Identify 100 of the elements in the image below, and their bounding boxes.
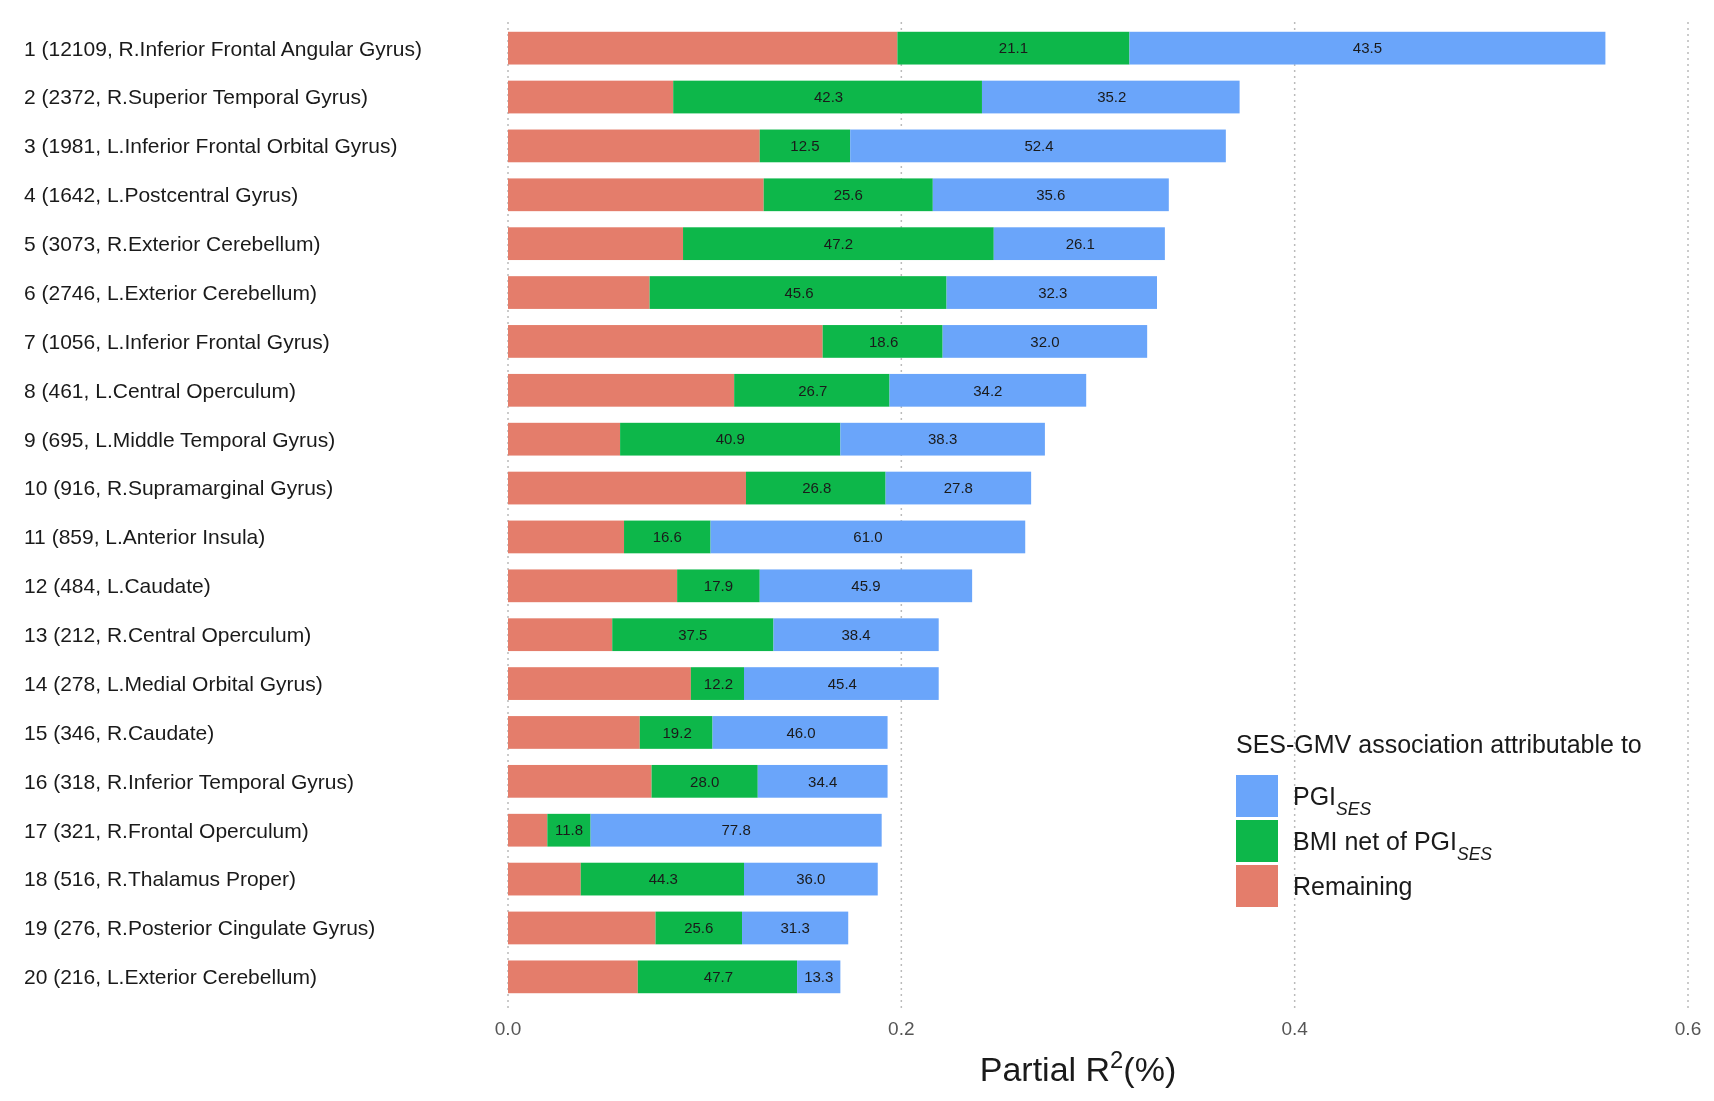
annotation: 44.3 — [648, 870, 678, 888]
annotation: 26.8 — [802, 479, 832, 497]
x-axis-title: Partial R$^{2}$(%) — [979, 1045, 1177, 1088]
annotation: 12.5 — [790, 137, 820, 155]
annotation: 28.0 — [690, 772, 720, 790]
annotation: 45.4 — [827, 674, 857, 692]
annotation: 47.2 — [823, 234, 853, 252]
annotation: 35.2 — [1097, 88, 1127, 106]
bar — [508, 960, 638, 994]
bar — [946, 276, 1157, 309]
annotation: 25.6 — [833, 186, 863, 204]
annotation: 61.0 — [853, 528, 883, 546]
y-tick-label: 13 (212, R.Central Operculum) — [24, 623, 312, 647]
annotation: 34.4 — [808, 772, 838, 790]
bar — [822, 325, 943, 358]
annotation: 35.6 — [1036, 186, 1066, 204]
bar — [620, 422, 841, 456]
bar — [942, 325, 1148, 358]
bar — [637, 960, 798, 994]
bar — [508, 667, 691, 700]
bar — [508, 178, 764, 212]
y-tick-label: 18 (516, R.Thalamus Proper) — [24, 867, 296, 891]
annotation: 27.8 — [943, 479, 973, 497]
bar — [508, 373, 735, 407]
y-tick-label: 10 (916, R.Supramarginal Gyrus) — [24, 476, 334, 500]
y-tick-label: 11 (859, L.Anterior Insula) — [24, 525, 266, 549]
bar — [742, 911, 849, 945]
y-tick-label: 20 (216, L.Exterior Cerebellum) — [24, 965, 317, 989]
annotation: 45.6 — [784, 283, 814, 301]
annotation: 42.3 — [813, 88, 844, 106]
bar — [508, 716, 640, 749]
annotation: 34.2 — [973, 381, 1003, 399]
bar — [885, 471, 1032, 505]
bar — [745, 471, 886, 505]
annotation: 26.1 — [1065, 234, 1095, 252]
bar — [690, 667, 744, 700]
bar — [508, 31, 898, 65]
bar — [508, 227, 684, 261]
y-tick-label: 4 (1642, L.Postcentral Gyrus) — [24, 183, 299, 207]
bar — [797, 960, 841, 994]
bar — [651, 764, 758, 798]
legend-label: PGI$_{SES}$ — [1293, 781, 1372, 819]
y-tick-label: 7 (1056, L.Inferior Frontal Gyrus) — [24, 329, 330, 353]
annotation: 40.9 — [715, 430, 745, 448]
x-tick-label: 0.6 — [1674, 1018, 1702, 1039]
bar — [773, 618, 939, 652]
bar — [580, 862, 744, 896]
legend-title: SES-GMV association attributable to — [1236, 730, 1642, 758]
x-tick-label: 0.2 — [888, 1018, 915, 1039]
bar — [734, 373, 890, 407]
bar — [508, 862, 581, 896]
annotation: 16.6 — [652, 528, 682, 546]
bar — [639, 716, 713, 749]
bar — [508, 618, 613, 652]
legend-label: BMI net of PGI$_{SES}$ — [1293, 826, 1493, 864]
bar — [508, 520, 625, 554]
annotation: 43.5 — [1352, 39, 1383, 57]
annotation: 11.8 — [554, 821, 584, 839]
annotation: 36.0 — [796, 870, 826, 888]
legend-label: Remaining — [1293, 871, 1413, 900]
annotation: 13.3 — [804, 968, 834, 986]
bar — [840, 422, 1045, 456]
bar — [744, 862, 878, 896]
bar — [508, 764, 652, 798]
bar — [889, 373, 1087, 407]
y-tick-label: 16 (318, R.Inferior Temporal Gyrus) — [24, 769, 354, 793]
annotation: 37.5 — [678, 625, 708, 643]
annotation: 19.2 — [662, 723, 692, 741]
bar — [508, 813, 548, 847]
bar — [508, 276, 650, 309]
bar — [547, 813, 591, 847]
bar — [744, 667, 939, 700]
annotation: 18.6 — [869, 332, 899, 350]
annotation: 32.0 — [1030, 332, 1060, 350]
bar — [508, 569, 678, 603]
bar — [673, 80, 982, 114]
bar — [508, 129, 760, 163]
bar — [677, 569, 760, 603]
bar — [897, 31, 1130, 65]
bar — [508, 471, 746, 505]
x-tick-label: 0.0 — [494, 1018, 522, 1039]
annotation: 38.3 — [928, 430, 958, 448]
y-tick-label: 19 (276, R.Posterior Cingulate Gyrus) — [24, 916, 376, 940]
bar — [590, 813, 882, 847]
y-tick-label: 12 (484, L.Caudate) — [24, 574, 211, 598]
y-tick-label: 9 (695, L.Middle Temporal Gyrus) — [24, 427, 336, 451]
bar — [712, 716, 888, 749]
y-tick-label: 6 (2746, L.Exterior Cerebellum) — [24, 280, 317, 304]
bar — [624, 520, 711, 554]
bar — [508, 80, 674, 114]
bar — [612, 618, 774, 652]
annotation: 38.4 — [841, 625, 871, 643]
bar — [763, 178, 933, 212]
y-tick-label: 5 (3073, R.Exterior Cerebellum) — [24, 232, 321, 256]
annotation: 25.6 — [684, 919, 714, 937]
y-tick-label: 15 (346, R.Caudate) — [24, 720, 215, 744]
bar — [1129, 31, 1606, 65]
bar — [710, 520, 1026, 554]
bar — [508, 422, 621, 456]
bar — [981, 80, 1240, 114]
